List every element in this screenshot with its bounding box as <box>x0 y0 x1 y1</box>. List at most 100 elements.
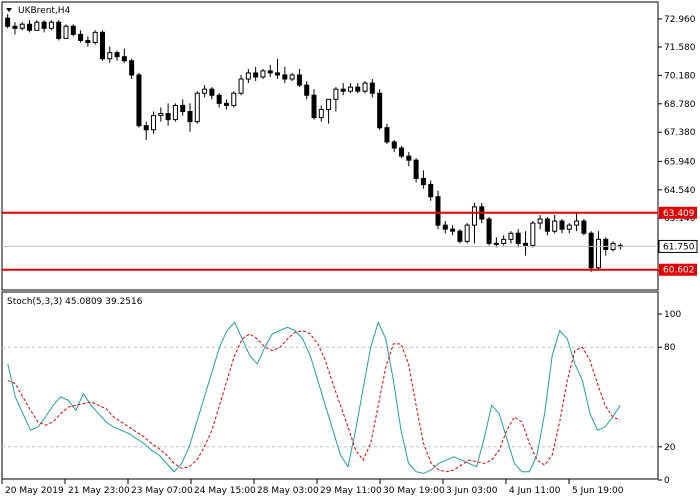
time-tick-label: 23 May 07:00 <box>131 486 193 496</box>
current-price-label: 61.750 <box>663 242 695 252</box>
stochastic-tick-label: 0 <box>664 476 670 486</box>
candle-body <box>450 228 456 232</box>
candle-body <box>27 23 33 31</box>
candle <box>136 72 142 128</box>
candle <box>552 214 558 234</box>
time-tick-label: 3 Jun 03:00 <box>446 486 498 496</box>
level-price-label: 63.409 <box>663 209 695 219</box>
candle-body <box>92 31 98 43</box>
triangle-down-icon[interactable] <box>6 8 12 12</box>
candle-body <box>99 31 105 60</box>
candle <box>92 30 98 45</box>
candle <box>457 229 463 244</box>
candle <box>194 91 200 124</box>
candle <box>595 231 601 270</box>
candle-body <box>435 196 441 226</box>
candlestick-series <box>5 14 623 272</box>
candle-body <box>566 224 572 230</box>
candle <box>99 30 105 61</box>
candle <box>515 229 521 248</box>
candle-body <box>595 238 601 269</box>
candle <box>231 91 237 108</box>
candle <box>78 30 84 43</box>
candle <box>253 66 259 82</box>
candle-body <box>158 113 164 117</box>
horizontal-levels[interactable]: 63.409 60.602 61.750 <box>2 206 698 276</box>
candle-body <box>121 56 127 62</box>
stochastic-lines <box>7 320 621 474</box>
time-tick-label: 5 Jun 19:00 <box>572 486 624 496</box>
time-tick-label: 21 May 23:00 <box>68 486 130 496</box>
candle-body <box>537 218 543 224</box>
candle <box>238 74 244 96</box>
candle <box>340 83 346 96</box>
candle <box>56 20 62 41</box>
candle <box>12 22 18 35</box>
candle <box>486 217 492 246</box>
time-tick-label: 30 May 19:00 <box>383 486 445 496</box>
candle <box>391 139 397 153</box>
candle <box>114 50 120 61</box>
candle <box>530 221 536 248</box>
candle <box>172 103 178 122</box>
candle-body <box>420 177 426 186</box>
candle-body <box>63 25 69 39</box>
candle-body <box>260 70 266 78</box>
candle <box>216 93 222 108</box>
level-price-box <box>659 263 697 276</box>
candle <box>413 158 419 183</box>
candle-body <box>369 82 375 94</box>
candle-body <box>515 232 521 244</box>
candle-body <box>347 86 353 92</box>
candle-body <box>413 159 419 179</box>
candle <box>70 24 76 37</box>
candle-body <box>603 238 609 250</box>
candle <box>333 87 339 112</box>
candle-body <box>245 72 251 80</box>
candle <box>523 231 529 256</box>
candle-body <box>296 74 302 86</box>
candle-body <box>216 94 222 104</box>
candle-body <box>41 21 47 29</box>
candle <box>121 48 127 63</box>
candle <box>442 221 448 234</box>
candle-body <box>552 220 558 232</box>
candle <box>5 14 11 29</box>
candle-body <box>486 218 492 244</box>
price-tick-label: 64.540 <box>664 186 696 196</box>
candle-body <box>311 94 317 119</box>
candle <box>165 103 171 126</box>
candle <box>384 123 390 144</box>
candle <box>223 99 229 110</box>
candle-body <box>56 21 62 39</box>
candle-body <box>5 17 11 27</box>
candle <box>245 68 251 84</box>
candle-body <box>172 104 178 121</box>
candle <box>420 170 426 189</box>
candle-body <box>151 115 157 131</box>
time-tick-label: 29 May 11:00 <box>320 486 382 496</box>
price-tick-label: 70.180 <box>664 71 696 81</box>
candle-body <box>223 102 229 106</box>
candle <box>428 180 434 201</box>
candle-body <box>391 141 397 149</box>
candle <box>151 111 157 134</box>
candle <box>34 20 40 31</box>
candle <box>85 36 91 47</box>
candle <box>158 107 164 122</box>
candle-body <box>107 52 113 60</box>
candle <box>318 105 324 122</box>
current-price-box <box>658 239 698 253</box>
candle <box>369 79 375 98</box>
candle-body <box>318 108 324 119</box>
candle <box>501 235 507 246</box>
candle-body <box>143 125 149 131</box>
candle <box>355 83 361 94</box>
candle-body <box>377 92 383 129</box>
candle <box>406 152 412 167</box>
candle <box>537 214 543 230</box>
candle <box>209 87 215 100</box>
candle <box>450 225 456 236</box>
stochastic-tick-label: 80 <box>664 343 676 353</box>
